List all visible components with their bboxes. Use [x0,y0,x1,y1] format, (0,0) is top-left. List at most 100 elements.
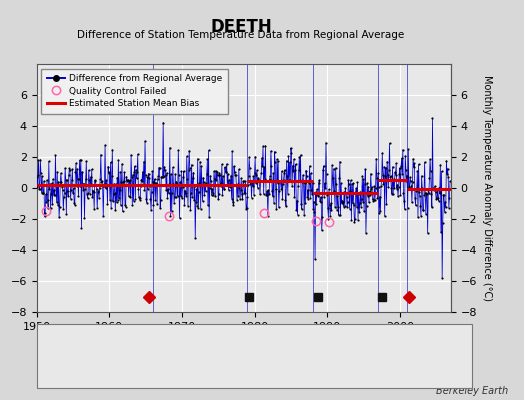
Point [338,197,346,204]
Point [86,191,94,197]
Point [241,190,249,196]
Point [275,188,283,194]
Point [52,199,61,206]
Point [142,196,150,202]
Point [275,204,283,211]
Point [44,205,52,211]
Point [112,199,121,206]
Point [369,197,377,204]
Point [402,178,411,184]
Point [192,199,200,205]
Point [297,201,305,207]
Point [325,186,333,192]
Point [124,176,132,183]
Point [319,167,327,174]
Point [59,187,67,193]
Point [438,168,446,175]
Point [63,188,72,195]
Point [144,186,152,192]
Point [194,205,202,212]
Point [418,173,426,179]
Point [187,190,195,196]
Point [303,187,312,193]
Point [397,155,406,161]
Point [227,195,236,202]
Point [278,168,286,174]
Point [152,180,160,186]
Point [254,185,262,191]
Point [186,207,194,213]
Point [139,158,148,165]
Point [208,192,216,198]
Point [290,194,299,200]
Point [416,193,424,199]
Point [36,186,44,192]
Point [96,151,105,158]
Point [410,164,418,170]
Point [264,187,272,193]
Point [143,174,151,180]
Point [240,190,248,197]
Point [228,198,237,205]
Point [135,194,143,201]
Point [348,181,356,187]
Point [112,181,120,187]
Point [154,173,162,179]
Point [333,206,341,213]
Point [264,213,272,219]
Point [146,183,154,190]
Point [423,190,431,197]
Text: Berkeley Earth: Berkeley Earth [436,386,508,396]
Point [152,181,161,188]
Point [50,187,58,193]
Point [120,169,128,176]
Point [168,208,176,215]
Point [373,195,381,201]
Point [162,187,170,194]
Point [94,189,102,195]
Point [158,174,167,180]
Legend: Difference from Regional Average, Quality Control Failed, Estimated Station Mean: Difference from Regional Average, Qualit… [41,68,228,114]
Point [227,172,235,179]
Point [249,173,257,180]
Point [211,193,220,200]
Point [141,172,150,178]
Point [139,182,147,188]
Point [289,162,297,169]
Point [364,193,372,199]
Point [167,171,175,177]
Point [77,225,85,231]
Point [307,187,315,193]
Point [41,191,50,198]
Point [418,185,427,191]
Text: Difference of Station Temperature Data from Regional Average: Difference of Station Temperature Data f… [78,30,405,40]
Point [133,175,141,182]
Point [169,164,177,171]
Point [52,182,60,189]
Point [95,195,103,202]
Point [212,167,220,174]
Point [430,186,438,192]
Point [204,202,212,208]
Point [200,192,209,198]
Point [116,169,124,175]
Point [263,188,271,194]
Point [207,178,215,184]
Point [119,178,128,184]
Point [332,181,341,187]
Point [153,201,161,207]
Point [161,172,170,178]
Point [434,195,442,201]
Point [90,206,99,212]
Point [157,174,166,180]
Point [232,182,241,189]
Point [280,170,288,176]
Point [330,165,338,172]
Point [287,145,295,151]
Point [317,194,325,200]
Point [32,174,41,180]
Point [251,153,259,160]
Point [370,183,378,190]
Point [298,179,307,186]
Point [35,186,43,192]
